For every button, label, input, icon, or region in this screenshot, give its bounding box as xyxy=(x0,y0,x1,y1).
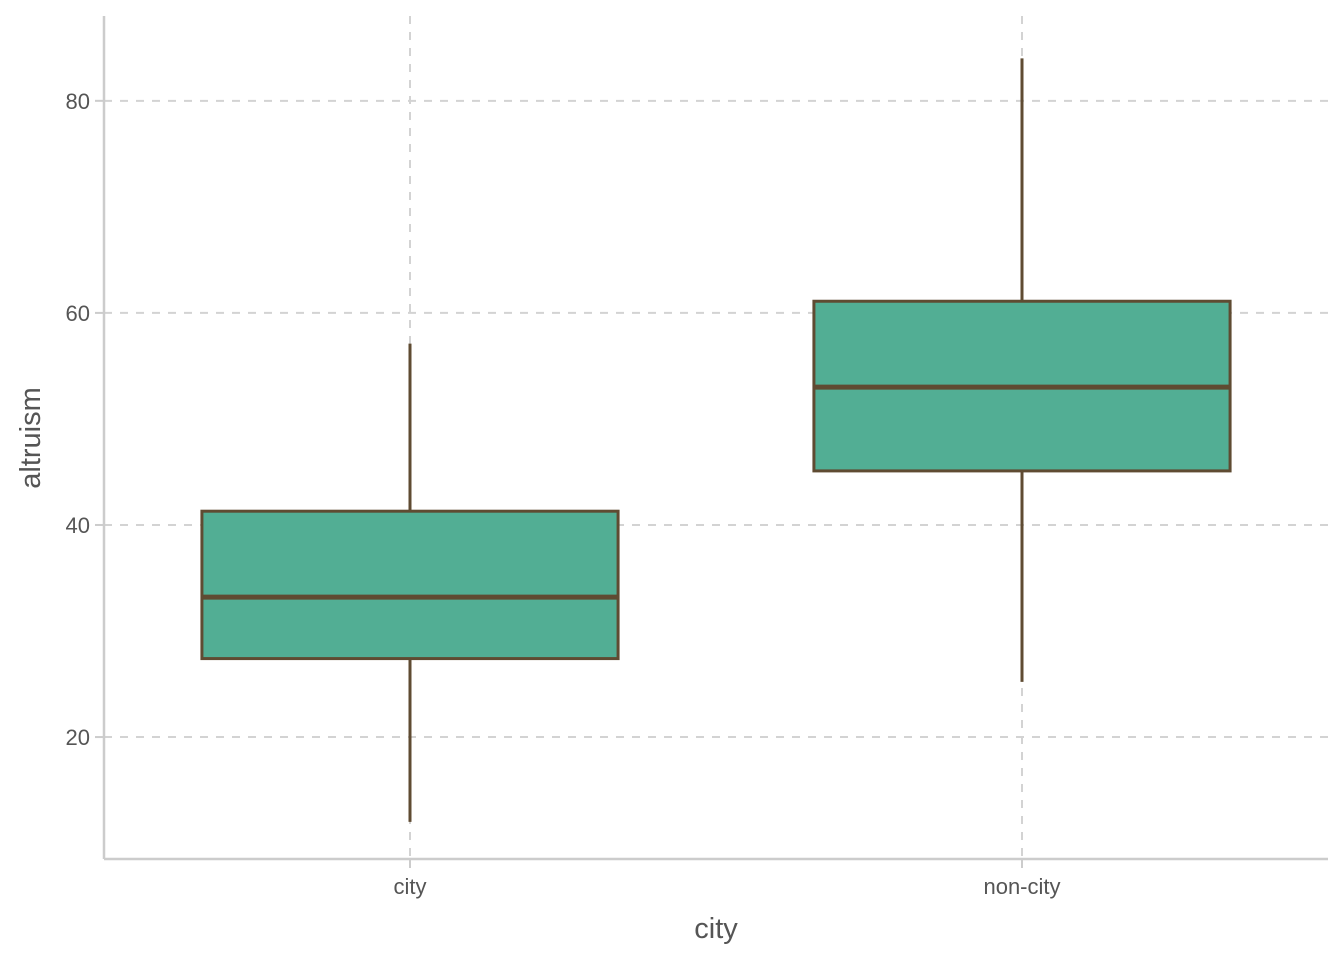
box-non-city xyxy=(812,58,1232,682)
y-tick-label: 40 xyxy=(66,513,90,538)
x-tick-label: city xyxy=(394,874,427,899)
y-axis-title: altruism xyxy=(15,387,47,489)
x-axis-title: city xyxy=(694,913,738,945)
x-tick-label: non-city xyxy=(983,874,1060,899)
iqr-box xyxy=(200,509,620,661)
axis-layer xyxy=(95,16,1328,868)
y-tick-label: 20 xyxy=(66,725,90,750)
label-layer: 20 40 60 80 city non-city xyxy=(66,89,1061,899)
y-tick-label: 60 xyxy=(66,301,90,326)
box-layer xyxy=(200,58,1232,822)
y-tick-label: 80 xyxy=(66,89,90,114)
box-city xyxy=(200,343,620,822)
